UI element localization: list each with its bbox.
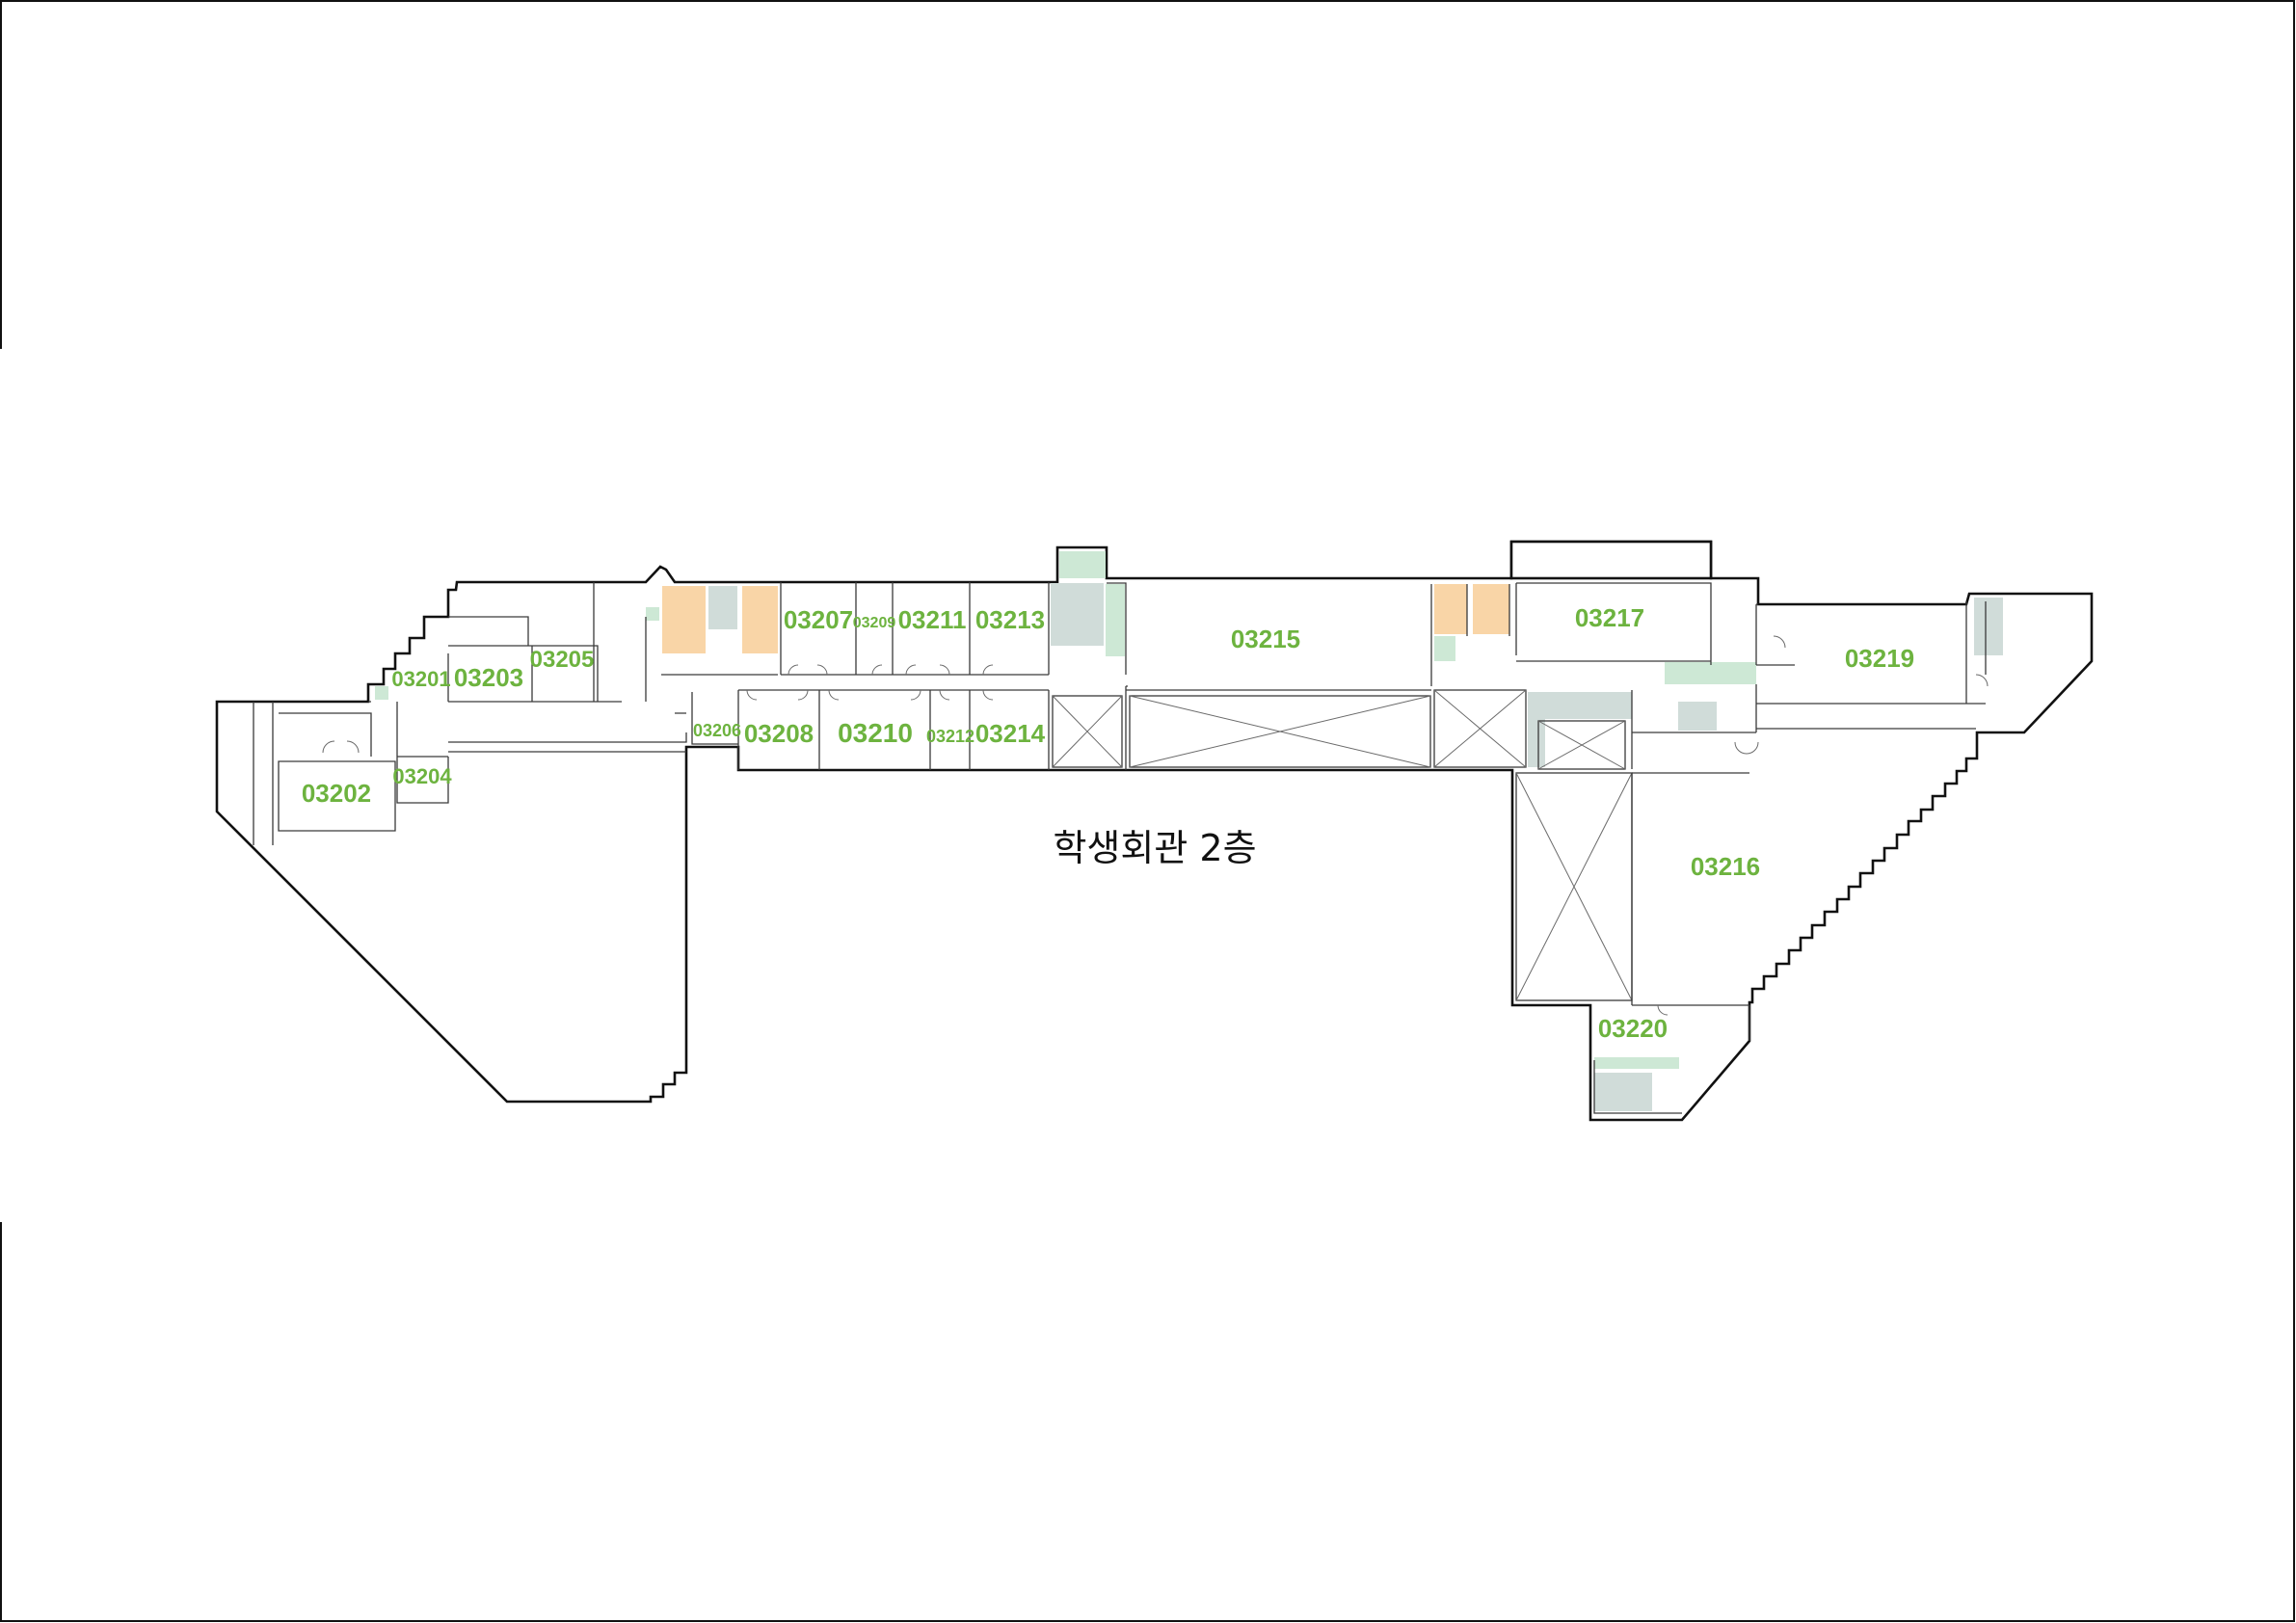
restroom-east-2	[1473, 584, 1509, 634]
elevator-box-3	[1537, 720, 1626, 770]
room-03210[interactable]: 03210	[838, 718, 913, 748]
room-03203[interactable]: 03203	[454, 663, 523, 692]
interior-walls-north-row	[661, 582, 1050, 676]
utility-east-bar	[1665, 662, 1756, 684]
elevator-box-1-x	[1052, 695, 1123, 768]
restroom-west-2	[742, 586, 778, 653]
utility-center-side	[1106, 584, 1125, 656]
stair-east-3	[1678, 702, 1717, 731]
void-east-x	[1515, 772, 1633, 1001]
room-03217[interactable]: 03217	[1575, 603, 1644, 632]
room-03214[interactable]: 03214	[975, 719, 1046, 748]
room-03206[interactable]: 03206	[693, 721, 741, 740]
interior-walls-south-row	[691, 582, 1431, 770]
room-03213[interactable]: 03213	[975, 605, 1045, 634]
room-03202[interactable]: 03202	[302, 779, 371, 808]
stair-core-center	[1051, 583, 1104, 646]
utility-west-small	[646, 607, 659, 621]
utility-east-small	[1434, 636, 1455, 661]
east-wing-box	[1509, 540, 1713, 580]
room-03216[interactable]: 03216	[1691, 852, 1760, 881]
stair-east-1	[1528, 692, 1632, 719]
room-03219[interactable]: 03219	[1845, 644, 1914, 673]
building-outline-west	[215, 540, 2094, 1122]
elevator-box-3-x	[1537, 720, 1626, 770]
void-central-x	[1129, 695, 1431, 768]
room-03208[interactable]: 03208	[744, 719, 814, 748]
restroom-west-1	[662, 586, 706, 653]
room-03204[interactable]: 03204	[392, 764, 452, 788]
void-central	[1129, 695, 1431, 768]
utility-west-step	[375, 686, 388, 700]
stair-east-2	[1528, 719, 1545, 767]
room-03207[interactable]: 03207	[784, 605, 853, 634]
room-03215[interactable]: 03215	[1231, 625, 1300, 653]
stair-core-west	[708, 586, 737, 629]
elevator-box-2	[1433, 689, 1527, 768]
room-03205[interactable]: 03205	[530, 647, 595, 673]
room-03211[interactable]: 03211	[898, 605, 967, 634]
utility-south-1	[1594, 1057, 1679, 1069]
room-03212[interactable]: 03212	[926, 727, 974, 746]
restroom-east-1	[1434, 584, 1467, 634]
floor-title: 학생회관 2층	[1053, 827, 1256, 869]
utility-north-top	[1059, 551, 1106, 578]
stair-south	[1594, 1073, 1652, 1111]
room-03209[interactable]: 03209	[853, 615, 896, 631]
room-03220[interactable]: 03220	[1598, 1014, 1668, 1043]
room-03201[interactable]: 03201	[391, 667, 450, 691]
interior-walls-east	[1430, 582, 1987, 1114]
interior-walls-west	[253, 582, 687, 845]
elevator-box-1	[1052, 695, 1123, 768]
elevator-box-2-x	[1433, 689, 1527, 768]
door-swings	[322, 635, 1989, 1016]
stair-far-east	[1974, 598, 2003, 655]
